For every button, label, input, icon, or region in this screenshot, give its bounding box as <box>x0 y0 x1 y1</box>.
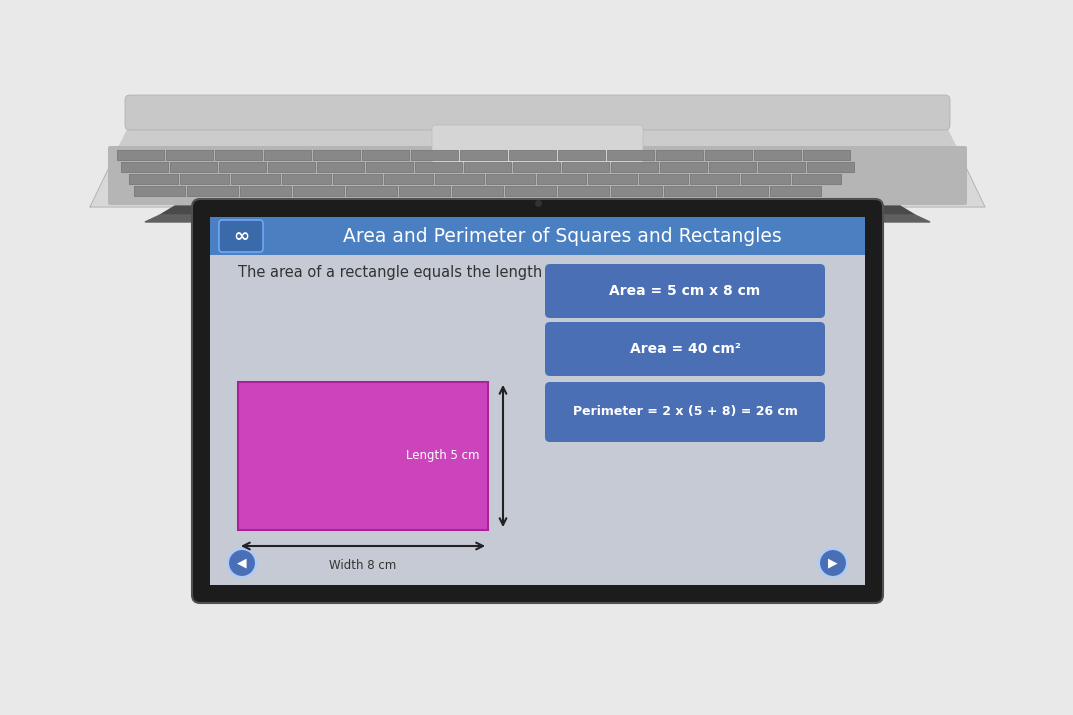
FancyBboxPatch shape <box>759 162 806 173</box>
FancyBboxPatch shape <box>134 186 186 197</box>
FancyBboxPatch shape <box>129 174 179 184</box>
FancyBboxPatch shape <box>717 186 768 197</box>
FancyBboxPatch shape <box>334 174 383 184</box>
FancyBboxPatch shape <box>240 186 292 197</box>
FancyBboxPatch shape <box>640 174 689 184</box>
FancyBboxPatch shape <box>754 150 802 161</box>
Circle shape <box>819 549 847 577</box>
Polygon shape <box>160 206 915 215</box>
FancyBboxPatch shape <box>210 217 865 255</box>
FancyBboxPatch shape <box>545 264 825 318</box>
FancyBboxPatch shape <box>807 162 855 173</box>
FancyBboxPatch shape <box>216 150 263 161</box>
FancyBboxPatch shape <box>293 186 344 197</box>
FancyBboxPatch shape <box>465 162 512 173</box>
FancyBboxPatch shape <box>180 174 230 184</box>
FancyBboxPatch shape <box>690 174 739 184</box>
FancyBboxPatch shape <box>363 150 410 161</box>
FancyBboxPatch shape <box>486 174 535 184</box>
FancyBboxPatch shape <box>121 162 168 173</box>
FancyBboxPatch shape <box>558 186 609 197</box>
FancyBboxPatch shape <box>313 150 361 161</box>
FancyBboxPatch shape <box>219 220 263 252</box>
FancyBboxPatch shape <box>607 150 655 161</box>
FancyBboxPatch shape <box>709 162 756 173</box>
FancyBboxPatch shape <box>505 186 557 197</box>
FancyBboxPatch shape <box>452 186 504 197</box>
Polygon shape <box>115 115 960 155</box>
FancyBboxPatch shape <box>187 186 239 197</box>
Text: ∞: ∞ <box>233 227 249 245</box>
FancyBboxPatch shape <box>558 150 606 161</box>
FancyBboxPatch shape <box>264 150 312 161</box>
FancyBboxPatch shape <box>268 162 315 173</box>
FancyBboxPatch shape <box>166 150 214 161</box>
Polygon shape <box>145 215 930 222</box>
FancyBboxPatch shape <box>660 162 708 173</box>
FancyBboxPatch shape <box>108 146 967 205</box>
Text: Area = 40 cm²: Area = 40 cm² <box>630 342 740 356</box>
FancyBboxPatch shape <box>347 186 398 197</box>
FancyBboxPatch shape <box>238 382 488 530</box>
FancyBboxPatch shape <box>117 150 165 161</box>
FancyBboxPatch shape <box>804 150 851 161</box>
FancyBboxPatch shape <box>657 150 704 161</box>
FancyBboxPatch shape <box>513 162 561 173</box>
FancyBboxPatch shape <box>210 217 865 585</box>
FancyBboxPatch shape <box>124 95 950 130</box>
Text: Area and Perimeter of Squares and Rectangles: Area and Perimeter of Squares and Rectan… <box>343 227 782 245</box>
FancyBboxPatch shape <box>171 162 218 173</box>
Text: Width 8 cm: Width 8 cm <box>329 559 397 572</box>
FancyBboxPatch shape <box>366 162 414 173</box>
FancyBboxPatch shape <box>411 150 459 161</box>
FancyBboxPatch shape <box>318 162 365 173</box>
FancyBboxPatch shape <box>612 186 663 197</box>
FancyBboxPatch shape <box>460 150 508 161</box>
FancyBboxPatch shape <box>538 174 587 184</box>
FancyBboxPatch shape <box>432 125 643 163</box>
Text: ▶: ▶ <box>828 556 838 570</box>
FancyBboxPatch shape <box>510 150 557 161</box>
FancyBboxPatch shape <box>384 174 433 184</box>
FancyBboxPatch shape <box>219 162 267 173</box>
Polygon shape <box>90 155 985 207</box>
FancyBboxPatch shape <box>741 174 791 184</box>
FancyBboxPatch shape <box>770 186 822 197</box>
Text: Perimeter = 2 x (5 + 8) = 26 cm: Perimeter = 2 x (5 + 8) = 26 cm <box>573 405 797 418</box>
Text: The area of a rectangle equals the length times the width.: The area of a rectangle equals the lengt… <box>238 265 666 280</box>
FancyBboxPatch shape <box>792 174 842 184</box>
FancyBboxPatch shape <box>436 174 485 184</box>
Circle shape <box>227 549 256 577</box>
FancyBboxPatch shape <box>545 322 825 376</box>
FancyBboxPatch shape <box>415 162 462 173</box>
FancyBboxPatch shape <box>231 174 281 184</box>
FancyBboxPatch shape <box>612 162 659 173</box>
FancyBboxPatch shape <box>192 199 883 603</box>
FancyBboxPatch shape <box>562 162 609 173</box>
FancyBboxPatch shape <box>399 186 451 197</box>
FancyBboxPatch shape <box>545 382 825 442</box>
FancyBboxPatch shape <box>664 186 716 197</box>
Text: Length 5 cm: Length 5 cm <box>407 450 480 463</box>
Text: ◀: ◀ <box>237 556 247 570</box>
FancyBboxPatch shape <box>705 150 753 161</box>
FancyBboxPatch shape <box>282 174 332 184</box>
FancyBboxPatch shape <box>588 174 637 184</box>
Text: Area = 5 cm x 8 cm: Area = 5 cm x 8 cm <box>609 284 761 298</box>
